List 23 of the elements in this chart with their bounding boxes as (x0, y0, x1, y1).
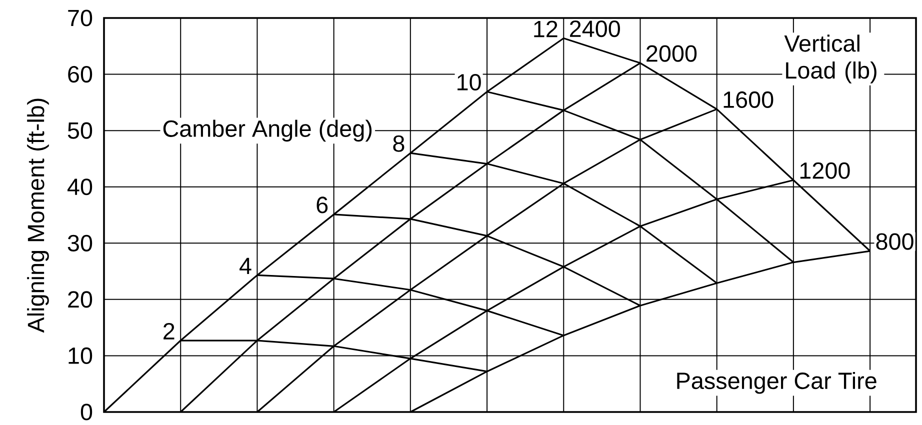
series-label: 10 (458, 74, 481, 91)
series-label: 2 (164, 322, 174, 340)
series-label: 800 (876, 233, 914, 250)
y-tick-label: 50 (68, 122, 92, 139)
series-label: 2400 (570, 20, 620, 38)
annotation: Vertical Load (lb) (784, 34, 876, 84)
y-tick-label: 30 (68, 234, 92, 252)
y-tick-label: 0 (80, 404, 92, 420)
y-tick-label: 10 (68, 347, 92, 364)
annotation: Camber Angle (deg) (163, 120, 372, 142)
series-label: 1200 (800, 162, 850, 179)
series-label: 12 (534, 20, 558, 38)
y-tick-label: 60 (68, 66, 92, 83)
y-tick-label: 20 (68, 291, 92, 308)
series-label: 4 (240, 258, 252, 274)
y-tick-label: 70 (68, 10, 92, 26)
series-label: 6 (316, 196, 328, 214)
y-axis-title: Aligning Moment (ft-lb) (27, 98, 49, 333)
series-label: 8 (393, 135, 404, 152)
annotation: Passenger Car Tire (677, 372, 876, 394)
series-label: 1600 (724, 91, 774, 108)
y-tick-label: 40 (67, 178, 92, 196)
series-label: 2000 (646, 45, 697, 62)
